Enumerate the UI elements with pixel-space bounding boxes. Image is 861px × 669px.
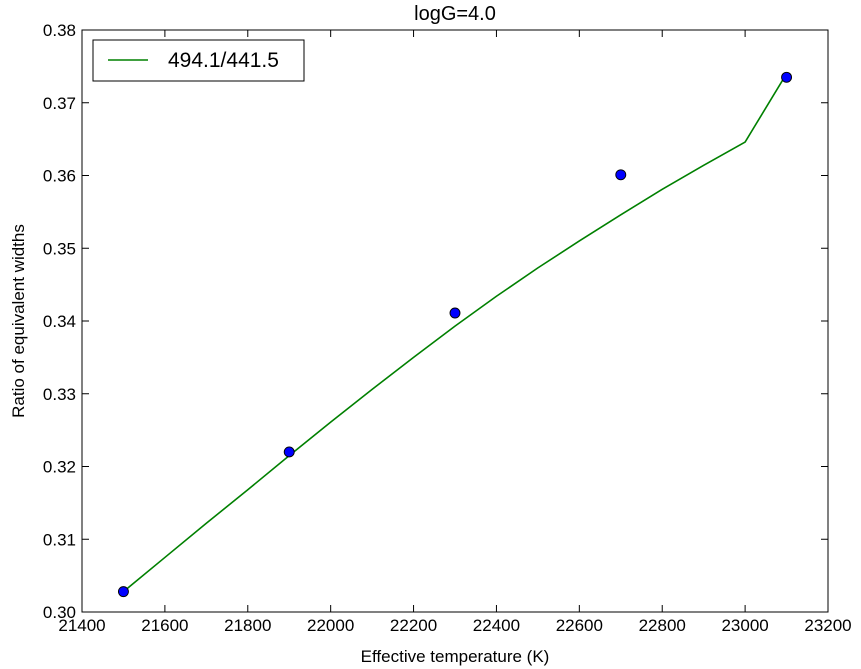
- plot-area: [81, 29, 829, 613]
- y-axis-ticks: 0.30 0.31 0.32 0.33 0.34 0.35 0.36 0.37 0.38: [43, 21, 828, 622]
- x-tick-label: 21600: [141, 616, 188, 635]
- x-axis-label: Effective temperature (K): [361, 647, 550, 666]
- y-tick-label: 0.33: [43, 385, 76, 404]
- x-tick-label: 22000: [307, 616, 354, 635]
- x-tick-label: 21400: [58, 616, 105, 635]
- y-tick-label: 0.32: [43, 458, 76, 477]
- x-tick-label: 22800: [639, 616, 686, 635]
- legend-label: 494.1/441.5: [168, 49, 279, 72]
- x-tick-label: 22200: [390, 616, 437, 635]
- data-point: [117, 586, 129, 598]
- y-tick-label: 0.30: [43, 603, 76, 622]
- y-axis-label: Ratio of equivalent widths: [9, 224, 28, 418]
- x-tick-label: 22600: [556, 616, 603, 635]
- data-marks: [122, 73, 788, 593]
- data-point: [283, 446, 295, 458]
- data-point: [781, 71, 793, 83]
- x-tick-label: 21800: [224, 616, 271, 635]
- series-line-0: [122, 73, 788, 593]
- y-tick-label: 0.36: [43, 167, 76, 186]
- data-point: [449, 307, 461, 319]
- data-point: [615, 169, 627, 181]
- y-tick-label: 0.38: [43, 21, 76, 40]
- x-tick-label: 23000: [721, 616, 768, 635]
- plot-frame: [81, 29, 829, 613]
- y-tick-label: 0.31: [43, 530, 76, 549]
- x-tick-label: 22400: [473, 616, 520, 635]
- chart-title: logG=4.0: [414, 3, 496, 25]
- x-axis-ticks: 21400 21600 21800 22000 22200 22400 22600 22800…: [58, 30, 852, 635]
- x-tick-label: 23200: [804, 616, 851, 635]
- y-tick-label: 0.35: [43, 239, 76, 258]
- y-tick-label: 0.34: [43, 312, 76, 331]
- legend: 494.1/441.5: [92, 39, 305, 82]
- y-tick-label: 0.37: [43, 94, 76, 113]
